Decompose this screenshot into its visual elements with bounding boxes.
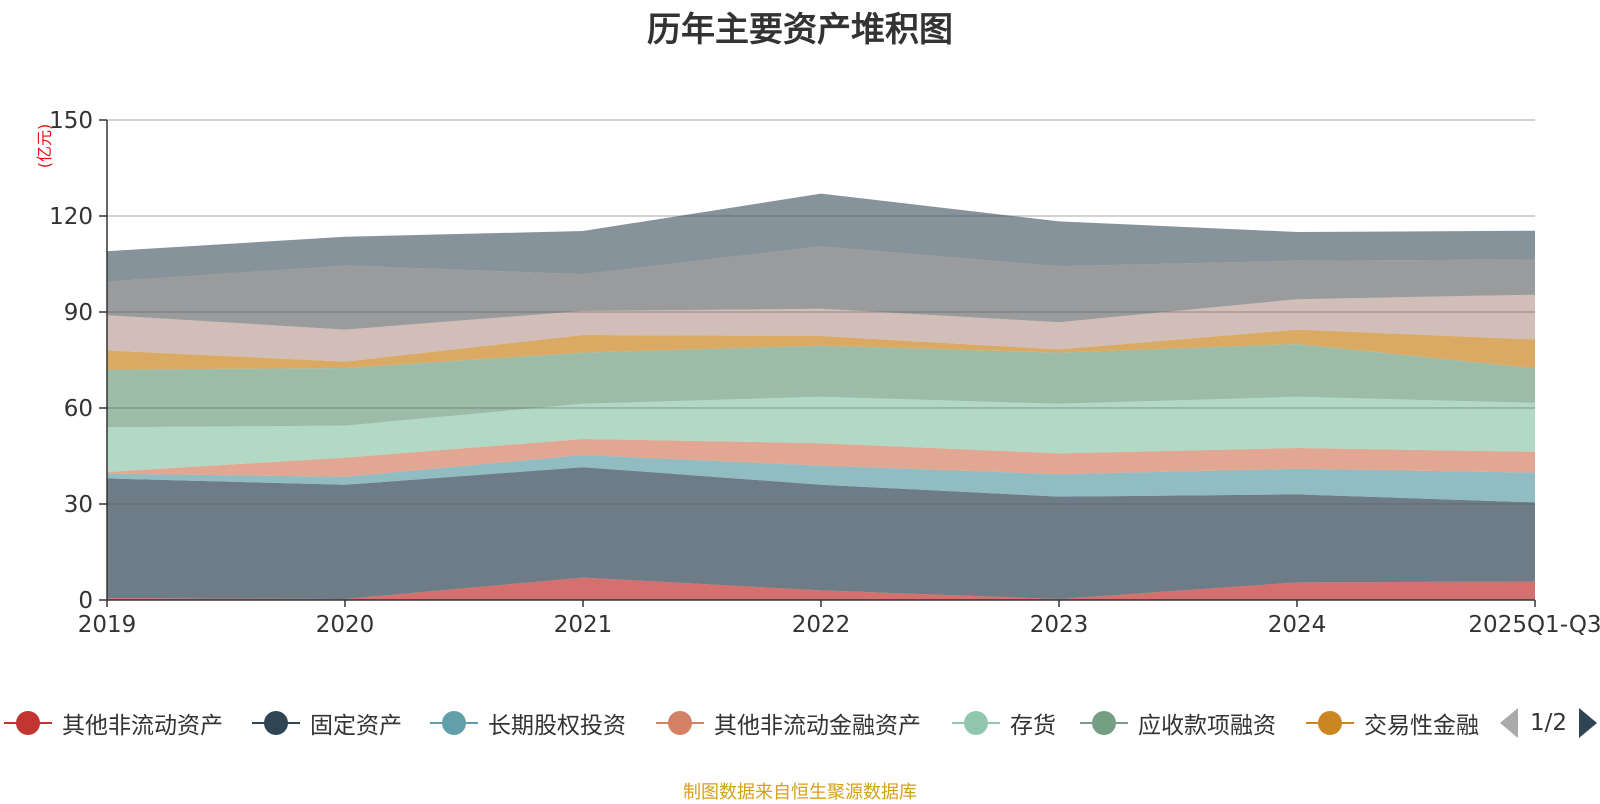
area-series-9 [107,193,1535,282]
y-tick-label-120: 120 [49,204,93,230]
area-series-1 [107,467,1535,599]
legend-next-page-icon[interactable] [1579,708,1598,738]
legend: 其他非流动资产 固定资产 长期股权投资 其他非流动金融资产 存货 应收款项融资 交易性金融 [0,705,1600,741]
legend-prev-page-icon[interactable] [1500,708,1518,738]
legend-marker-icon [654,705,706,741]
legend-label: 固定资产 [310,713,402,739]
area-series-3 [107,439,1535,477]
y-tick-label-90: 90 [64,300,93,326]
area-series-8 [107,246,1535,330]
area-series-0 [107,577,1535,600]
source-note: 制图数据来自恒生聚源数据库 [683,782,917,803]
chart-title: 历年主要资产堆积图 [647,10,953,50]
y-tick-label-0: 0 [78,588,93,614]
area-series-5 [107,344,1535,428]
legend-label: 应收款项融资 [1138,713,1276,739]
area-series-7 [107,294,1535,362]
legend-label: 其他非流动金融资产 [714,713,921,739]
legend-label: 长期股权投资 [488,713,626,739]
y-tick-label-60: 60 [64,396,93,422]
legend-item-0[interactable]: 其他非流动资产 [2,705,223,741]
legend-marker-icon [1078,705,1130,741]
legend-pager: 1/2 [1500,705,1598,741]
legend-page-indicator: 1/2 [1530,710,1568,736]
legend-label: 其他非流动资产 [62,713,223,739]
legend-marker-icon [250,705,302,741]
y-tick-label-30: 30 [64,492,93,518]
legend-marker-icon [428,705,480,741]
y-axis-unit-label: (亿元) [35,124,54,169]
legend-item-3[interactable]: 其他非流动金融资产 [654,705,921,741]
x-tick-label-6: 2025Q1-Q3 [1468,612,1600,638]
legend-item-1[interactable]: 固定资产 [250,705,402,741]
x-tick-label-3: 2022 [792,612,851,638]
legend-marker-icon [950,705,1002,741]
legend-marker-icon [2,705,54,741]
area-series-4 [107,396,1535,472]
x-tick-label-1: 2020 [316,612,375,638]
legend-item-2[interactable]: 长期股权投资 [428,705,626,741]
area-series-6 [107,329,1535,370]
area-series-2 [107,455,1535,503]
x-tick-label-4: 2023 [1030,612,1089,638]
legend-label: 存货 [1010,713,1056,739]
legend-item-6[interactable]: 交易性金融 [1304,705,1479,741]
y-tick-label-150: 150 [49,108,93,134]
x-tick-label-0: 2019 [78,612,137,638]
x-tick-label-5: 2024 [1268,612,1327,638]
legend-label: 交易性金融 [1364,713,1479,739]
legend-marker-icon [1304,705,1356,741]
legend-item-5[interactable]: 应收款项融资 [1078,705,1276,741]
legend-item-4[interactable]: 存货 [950,705,1056,741]
x-tick-label-2: 2021 [554,612,613,638]
